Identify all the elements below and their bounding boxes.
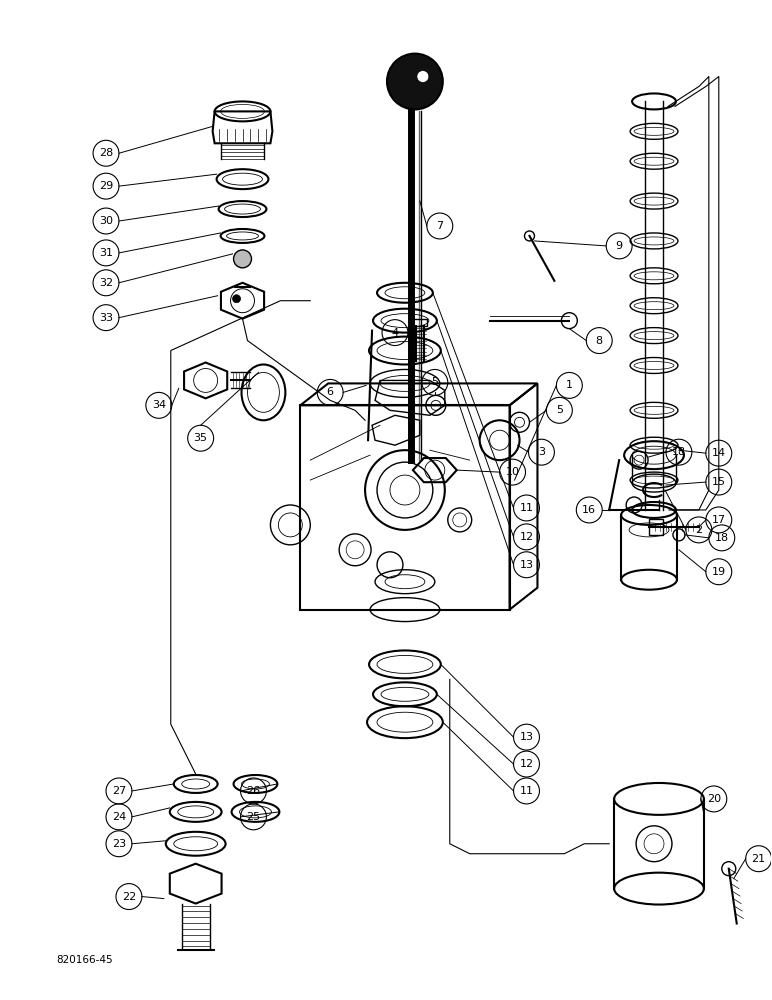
Text: 28: 28 [99,148,113,158]
Text: 5: 5 [556,405,563,415]
Text: 18: 18 [672,447,686,457]
Text: 16: 16 [582,505,596,515]
Text: 18: 18 [715,533,729,543]
Text: 35: 35 [194,433,208,443]
Text: 12: 12 [520,532,533,542]
Circle shape [232,295,241,303]
Text: 13: 13 [520,560,533,570]
Text: 26: 26 [246,786,260,796]
Text: 20: 20 [706,794,721,804]
Text: 17: 17 [712,515,726,525]
Text: 2: 2 [696,525,703,535]
Text: 27: 27 [112,786,126,796]
Text: 25: 25 [246,812,260,822]
Text: 22: 22 [122,892,136,902]
Text: 10: 10 [506,467,520,477]
Text: 11: 11 [520,786,533,796]
Text: 14: 14 [712,448,726,458]
Text: 7: 7 [436,221,443,231]
Text: 21: 21 [752,854,766,864]
Text: 9: 9 [615,241,623,251]
Text: 32: 32 [99,278,113,288]
Text: 3: 3 [538,447,545,457]
Text: 8: 8 [596,336,603,346]
Text: 24: 24 [112,812,126,822]
Text: 6: 6 [327,387,334,397]
Circle shape [417,71,428,83]
Text: 23: 23 [112,839,126,849]
Circle shape [387,54,443,109]
Text: 33: 33 [99,313,113,323]
Text: 19: 19 [712,567,726,577]
Text: 34: 34 [152,400,166,410]
Text: 820166-45: 820166-45 [56,955,113,965]
Text: 15: 15 [712,477,726,487]
Text: 29: 29 [99,181,113,191]
Text: 30: 30 [99,216,113,226]
Text: 11: 11 [520,503,533,513]
Text: 5: 5 [432,377,438,387]
Text: 31: 31 [99,248,113,258]
Text: 4: 4 [391,328,398,338]
Text: 13: 13 [520,732,533,742]
Circle shape [234,250,252,268]
Text: 12: 12 [520,759,533,769]
Text: 1: 1 [566,380,573,390]
